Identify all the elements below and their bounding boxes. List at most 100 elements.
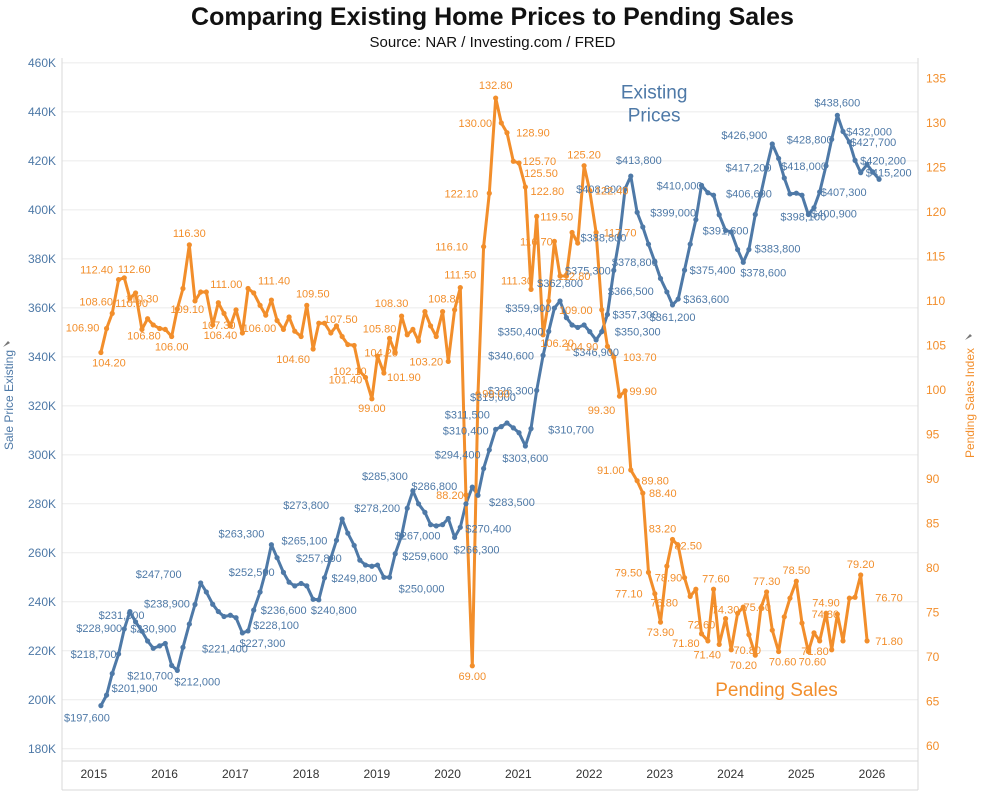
data-point [740,604,746,610]
y-right-tick-label: 80 [926,561,940,575]
y-left-tick-label: 280K [28,497,56,511]
data-point [522,184,528,190]
data-label: 103.20 [409,356,443,368]
data-label: 106.00 [155,342,189,354]
data-point [410,488,416,494]
data-label: 73.90 [647,627,675,639]
data-label: $311,500 [445,410,490,422]
data-point [710,586,717,592]
data-point [127,608,133,615]
data-point [362,562,369,568]
data-point [698,631,705,637]
data-point [493,95,499,101]
data-label: 103.70 [623,352,657,364]
data-label: $285,300 [362,471,408,483]
data-label: $227,300 [239,638,285,650]
data-point [280,326,287,333]
data-point [569,322,575,328]
series-points [98,95,882,709]
data-point [840,638,846,644]
data-point [546,328,552,334]
data-label: 112.80 [558,271,591,283]
data-label: $375,300 [565,265,611,277]
data-point [475,492,481,498]
data-point [823,610,829,616]
data-point [286,579,292,585]
data-label: $265,100 [282,535,328,547]
data-label: $259,600 [402,551,448,563]
data-label: 88.20 [436,490,464,502]
data-point [433,523,439,529]
data-point [805,648,811,655]
data-point [357,368,363,374]
data-point [221,613,227,620]
data-label: 72.60 [688,620,716,632]
data-point [664,563,670,569]
data-point [752,652,758,658]
data-label: $249,800 [332,573,378,585]
data-point [109,310,115,316]
data-point [310,596,316,602]
data-point [221,310,227,316]
data-label: $413,800 [616,155,662,167]
data-point [186,621,192,627]
data-label: 122.40 [595,186,629,198]
data-label: 116.30 [173,228,206,240]
data-label: 99.90 [629,386,657,398]
data-point [740,259,746,265]
data-label: $228,900 [76,623,122,635]
data-label: 91.00 [597,465,625,477]
data-label: 109.10 [170,304,204,316]
data-label: $252,500 [229,567,275,579]
data-label: 74.90 [812,597,840,609]
data-point [157,643,163,649]
data-label: 71.80 [801,646,829,658]
y-right-tick-label: 90 [926,472,940,486]
data-point [369,396,375,402]
data-point [333,537,340,543]
data-label: $236,600 [261,605,307,617]
data-point [215,300,221,306]
data-label: 109.00 [559,305,593,317]
data-label: 82.50 [674,541,702,553]
data-label: 70.80 [733,645,761,657]
data-point [98,349,104,356]
data-label: $399,000 [650,207,696,219]
data-point [811,205,817,211]
y-left-tick-label: 400K [28,203,56,217]
data-point [210,322,216,328]
data-point [645,569,652,575]
data-label: 76.70 [875,592,903,604]
data-point [422,309,428,315]
data-point [292,583,298,589]
data-point [634,478,640,484]
x-tick-label: 2016 [151,767,178,781]
data-label: $263,300 [218,529,264,541]
data-point [811,630,817,636]
data-point [481,465,487,472]
data-point [321,320,328,326]
data-point [611,354,617,360]
y-left-tick-label: 180K [28,742,56,756]
y-left-tick-label: 220K [28,644,56,658]
y-right-tick-label: 130 [926,116,946,130]
data-point [616,234,623,240]
data-point [103,325,110,332]
data-label: $366,500 [608,286,654,298]
data-point [316,320,322,326]
data-point [203,289,209,295]
data-point [675,296,681,302]
data-label: 102.10 [333,366,367,378]
data-point [540,352,546,358]
data-point [245,285,251,292]
data-point [504,420,510,426]
data-label: 71.80 [672,638,700,650]
data-point [263,312,269,318]
data-point [157,325,163,332]
data-point [268,542,275,548]
data-point [415,501,422,507]
data-point [652,259,658,265]
data-point [162,326,168,333]
pin-icon [3,341,10,347]
data-point [657,619,664,625]
